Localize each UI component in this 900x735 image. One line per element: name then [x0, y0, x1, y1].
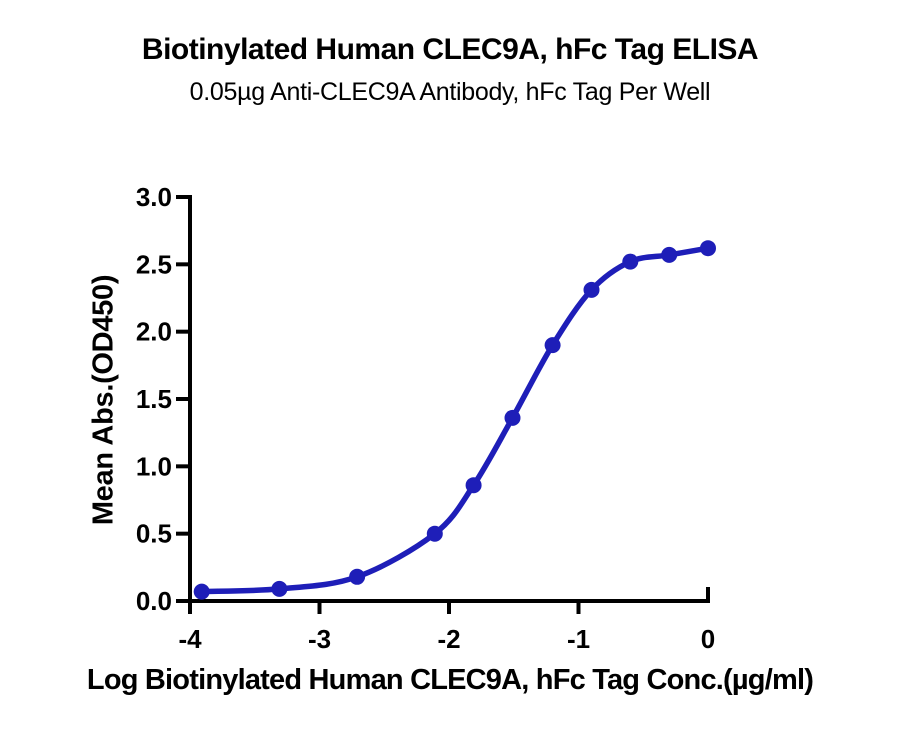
y-tick-label: 2.0	[136, 317, 172, 347]
data-point	[271, 580, 288, 597]
y-tick-label: 1.0	[136, 451, 172, 481]
data-point	[504, 409, 521, 426]
x-tick-label: -4	[178, 624, 202, 654]
fit-curve	[198, 245, 711, 595]
x-tick-label: -1	[567, 624, 590, 654]
data-point	[544, 337, 561, 354]
chart-title: Biotinylated Human CLEC9A, hFc Tag ELISA	[141, 33, 759, 66]
data-point	[465, 477, 482, 494]
data-point	[193, 583, 210, 600]
y-tick-label: 0.0	[136, 586, 172, 616]
data-point	[583, 281, 600, 298]
y-tick-label: 3.0	[136, 182, 172, 212]
y-tick-label: 1.5	[136, 384, 172, 414]
x-tick-label: -3	[308, 624, 331, 654]
x-axis-label: Log Biotinylated Human CLEC9A, hFc Tag C…	[86, 664, 814, 696]
data-point	[426, 525, 443, 542]
data-point	[661, 246, 678, 263]
data-point	[349, 568, 366, 585]
data-point	[700, 240, 716, 257]
data-point	[622, 253, 639, 270]
x-tick-label: 0	[701, 624, 715, 654]
y-axis-label: Mean Abs.(OD450)	[87, 274, 120, 526]
y-tick-label: 0.5	[136, 519, 172, 549]
x-tick-label: -2	[437, 624, 460, 654]
chart-subtitle: 0.05µg Anti-CLEC9A Antibody, hFc Tag Per…	[189, 78, 711, 106]
y-tick-label: 2.5	[136, 249, 172, 279]
